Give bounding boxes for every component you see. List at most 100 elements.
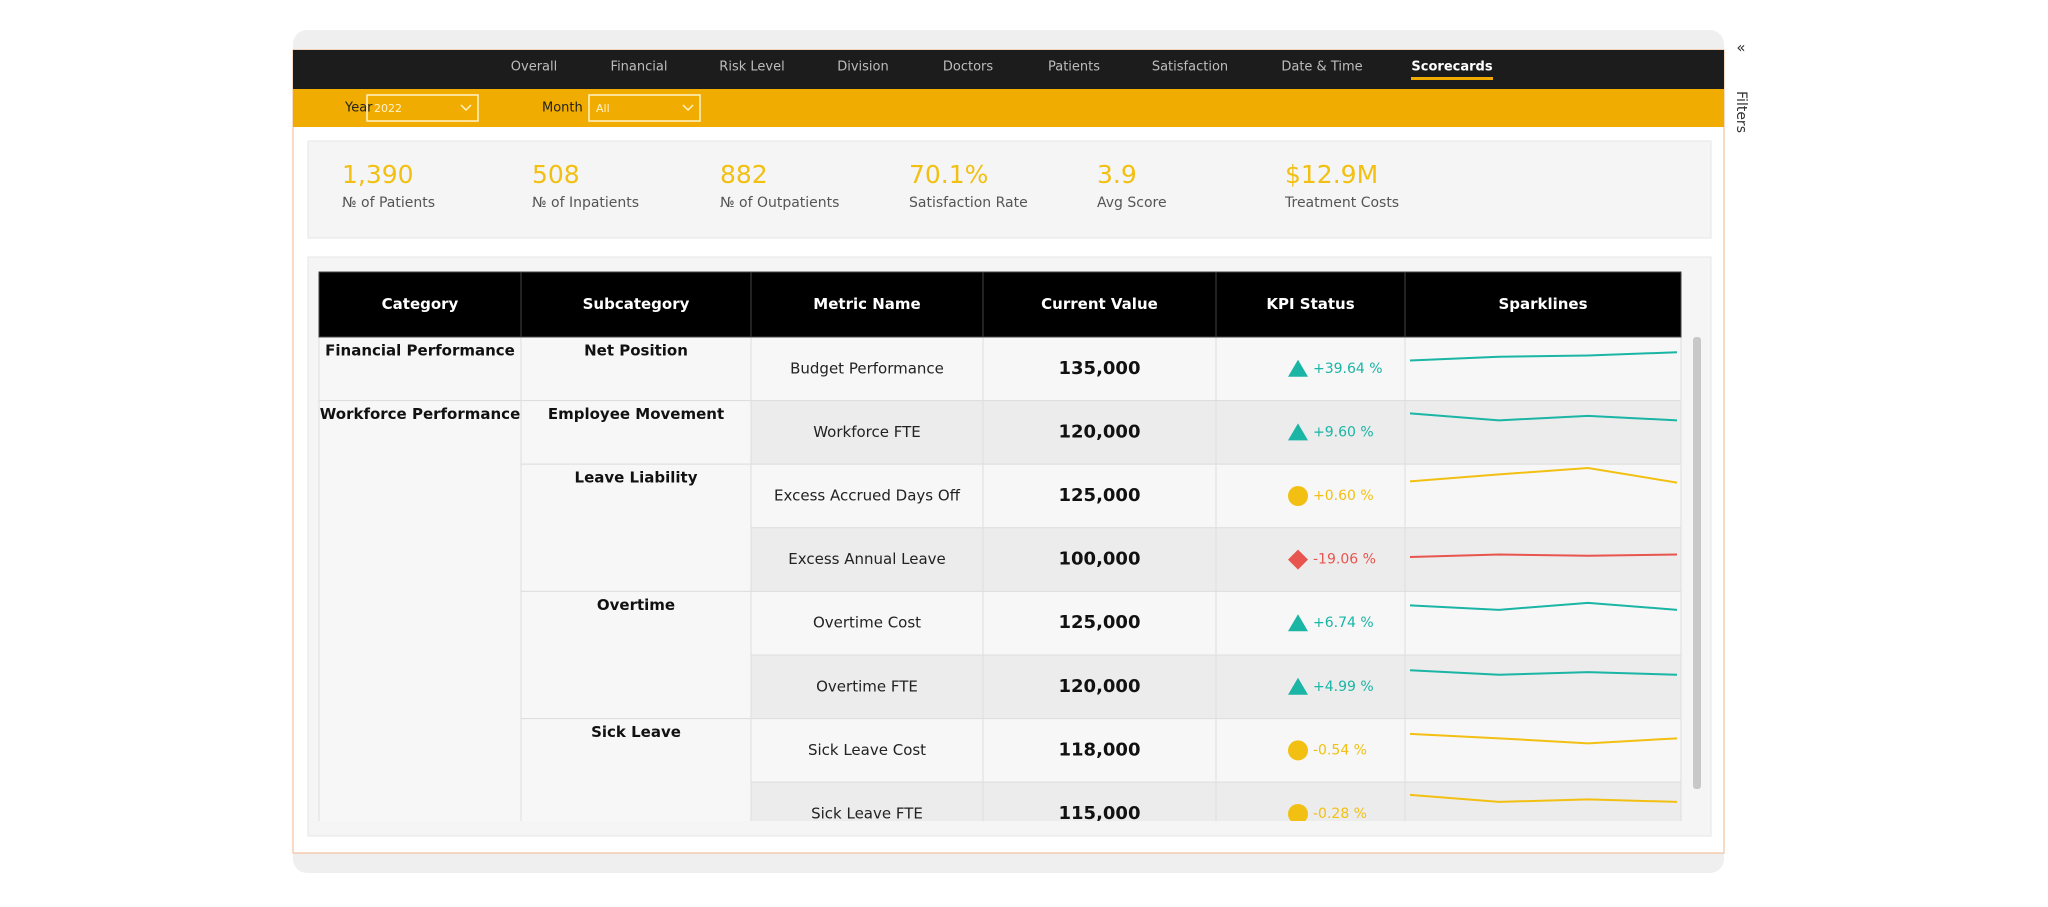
- cell: [1404, 336, 1682, 402]
- kpi-status: +0.60 %: [1313, 488, 1374, 504]
- subcategory: Employee Movement: [548, 405, 724, 423]
- cell: [750, 527, 984, 592]
- header-cell: [982, 271, 1217, 338]
- status-icon: [1288, 740, 1308, 761]
- cell: [982, 654, 1217, 720]
- subcategory-cell: [520, 718, 752, 821]
- status-icon: [1288, 549, 1308, 570]
- kpi-label: Satisfaction Rate: [909, 195, 1028, 211]
- current-value: 100,000: [1059, 549, 1141, 570]
- kpi-value: $12.9M: [1285, 160, 1378, 189]
- filter-label: Year: [344, 101, 373, 116]
- kpi-label: № of Outpatients: [720, 195, 839, 211]
- nav-tab[interactable]: Division: [837, 60, 889, 75]
- active-underline: [1411, 77, 1493, 80]
- current-value: 125,000: [1059, 612, 1141, 633]
- metric-name: Sick Leave Cost: [808, 741, 926, 759]
- filters-label[interactable]: Filters: [1733, 91, 1749, 133]
- metric-name: Excess Accrued Days Off: [774, 487, 961, 505]
- subcategory-cell: [520, 590, 752, 720]
- header-cell: [1215, 271, 1406, 338]
- cell: [750, 590, 984, 656]
- status-icon: [1288, 677, 1308, 695]
- cell: [1404, 590, 1682, 656]
- nav-tab[interactable]: Satisfaction: [1152, 60, 1228, 75]
- current-value: 120,000: [1059, 421, 1141, 442]
- kpi-value: 70.1%: [909, 160, 988, 189]
- kpi-status: +9.60 %: [1313, 424, 1374, 440]
- header-cell: [318, 271, 522, 338]
- kpi-value: 882: [720, 160, 768, 189]
- dropdown[interactable]: [366, 94, 479, 122]
- kpi-status: +39.64 %: [1313, 361, 1383, 377]
- dropdown-value: 2022: [374, 102, 402, 115]
- sparkline: [1409, 793, 1678, 803]
- status-icon: [1288, 423, 1308, 441]
- header-cell: [520, 271, 752, 338]
- kpi-status: +4.99 %: [1313, 679, 1374, 695]
- status-icon: [1288, 804, 1308, 821]
- collapse-icon[interactable]: «: [1736, 39, 1745, 57]
- subcategory: Overtime: [597, 596, 675, 614]
- category: Workforce Performance: [320, 405, 521, 423]
- subcategory: Sick Leave: [591, 723, 681, 741]
- dropdown[interactable]: [588, 94, 701, 122]
- nav-tab[interactable]: Patients: [1048, 60, 1100, 75]
- sparkline: [1409, 732, 1678, 745]
- metric-name: Workforce FTE: [813, 423, 921, 441]
- subcategory-cell: [520, 463, 752, 592]
- cell: [1404, 400, 1682, 465]
- cell: [982, 336, 1217, 402]
- nav-tab[interactable]: Financial: [611, 60, 668, 75]
- sparkline: [1409, 467, 1678, 484]
- cell: [982, 590, 1217, 656]
- filter-label: Month: [542, 101, 583, 116]
- category-cell: [318, 400, 522, 821]
- current-value: 115,000: [1059, 803, 1141, 824]
- column-header: Sparklines: [1498, 295, 1587, 313]
- nav-tab[interactable]: Scorecards: [1411, 60, 1492, 75]
- cell: [1404, 527, 1682, 592]
- subcategory: Net Position: [584, 342, 688, 360]
- scrollbar[interactable]: [1693, 337, 1701, 789]
- kpi-label: Treatment Costs: [1284, 195, 1399, 211]
- filter-pane[interactable]: [1726, 30, 1758, 873]
- cell: [1215, 527, 1406, 592]
- cell: [982, 781, 1217, 821]
- cell: [750, 400, 984, 465]
- current-value: 125,000: [1059, 485, 1141, 506]
- sparkline: [1409, 601, 1678, 611]
- cell: [750, 654, 984, 720]
- status-icon: [1288, 486, 1308, 506]
- cell: [1404, 463, 1682, 529]
- kpi-label: № of Inpatients: [532, 195, 639, 211]
- dropdown-value: All: [596, 102, 610, 115]
- cell: [1215, 463, 1406, 529]
- column-header: Metric Name: [813, 295, 920, 313]
- column-header: Subcategory: [583, 295, 690, 313]
- nav-tab[interactable]: Date & Time: [1281, 60, 1362, 75]
- nav-tab[interactable]: Overall: [511, 60, 557, 75]
- current-value: 120,000: [1059, 676, 1141, 697]
- metric-name: Overtime Cost: [813, 614, 921, 632]
- cell: [1215, 654, 1406, 720]
- header-cell: [750, 271, 984, 338]
- dropdown-arrow: [460, 104, 472, 112]
- kpi-status: +6.74 %: [1313, 615, 1374, 631]
- filter-bar: [293, 89, 1724, 127]
- nav-tab[interactable]: Risk Level: [719, 60, 784, 75]
- cell: [750, 463, 984, 529]
- nav-tab[interactable]: Doctors: [943, 60, 994, 75]
- cell: [982, 527, 1217, 592]
- metric-name: Overtime FTE: [816, 677, 918, 695]
- cell: [1215, 400, 1406, 465]
- kpi-status: -19.06 %: [1313, 552, 1376, 568]
- metric-name: Budget Performance: [790, 359, 944, 377]
- cell: [1215, 718, 1406, 783]
- kpi-label: Avg Score: [1097, 195, 1167, 211]
- column-header: Current Value: [1041, 295, 1158, 313]
- column-header: KPI Status: [1266, 295, 1354, 313]
- dropdown-arrow: [682, 104, 694, 112]
- status-icon: [1288, 614, 1308, 632]
- current-value: 135,000: [1059, 358, 1141, 379]
